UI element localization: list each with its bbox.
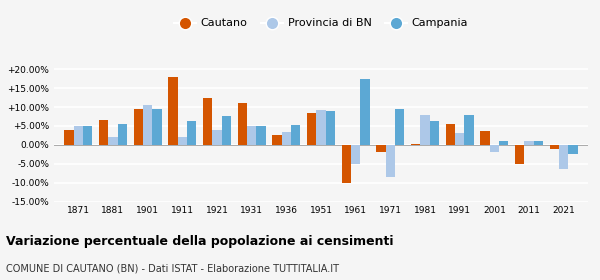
Bar [376,145,386,152]
Bar [411,144,421,145]
Bar [221,116,231,145]
Legend: Cautano, Provincia di BN, Campania: Cautano, Provincia di BN, Campania [170,14,472,33]
Bar [108,137,118,145]
Bar [99,120,108,145]
Bar [178,137,187,145]
Bar [326,111,335,145]
Bar [83,126,92,145]
Bar [421,115,430,145]
Bar [187,121,196,145]
Bar [64,130,74,145]
Bar [550,145,559,149]
Bar [281,132,291,145]
Bar [395,109,404,145]
Bar [152,109,161,145]
Bar [168,78,178,145]
Bar [307,113,316,145]
Bar [361,80,370,145]
Bar [351,145,361,164]
Text: COMUNE DI CAUTANO (BN) - Dati ISTAT - Elaborazione TUTTITALIA.IT: COMUNE DI CAUTANO (BN) - Dati ISTAT - El… [6,263,339,273]
Bar [386,145,395,177]
Bar [143,105,152,145]
Bar [134,109,143,145]
Bar [316,110,326,145]
Bar [559,145,568,169]
Bar [490,145,499,152]
Bar [238,103,247,145]
Bar [446,124,455,145]
Bar [430,122,439,145]
Text: Variazione percentuale della popolazione ai censimenti: Variazione percentuale della popolazione… [6,235,394,248]
Bar [203,98,212,145]
Bar [464,115,474,145]
Bar [272,136,281,145]
Bar [74,126,83,145]
Bar [499,141,508,145]
Bar [481,131,490,145]
Bar [534,141,543,145]
Bar [568,145,578,154]
Bar [455,134,464,145]
Bar [341,145,351,183]
Bar [256,126,266,145]
Bar [524,141,534,145]
Bar [291,125,301,145]
Bar [118,124,127,145]
Bar [212,130,221,145]
Bar [515,145,524,164]
Bar [247,125,256,145]
